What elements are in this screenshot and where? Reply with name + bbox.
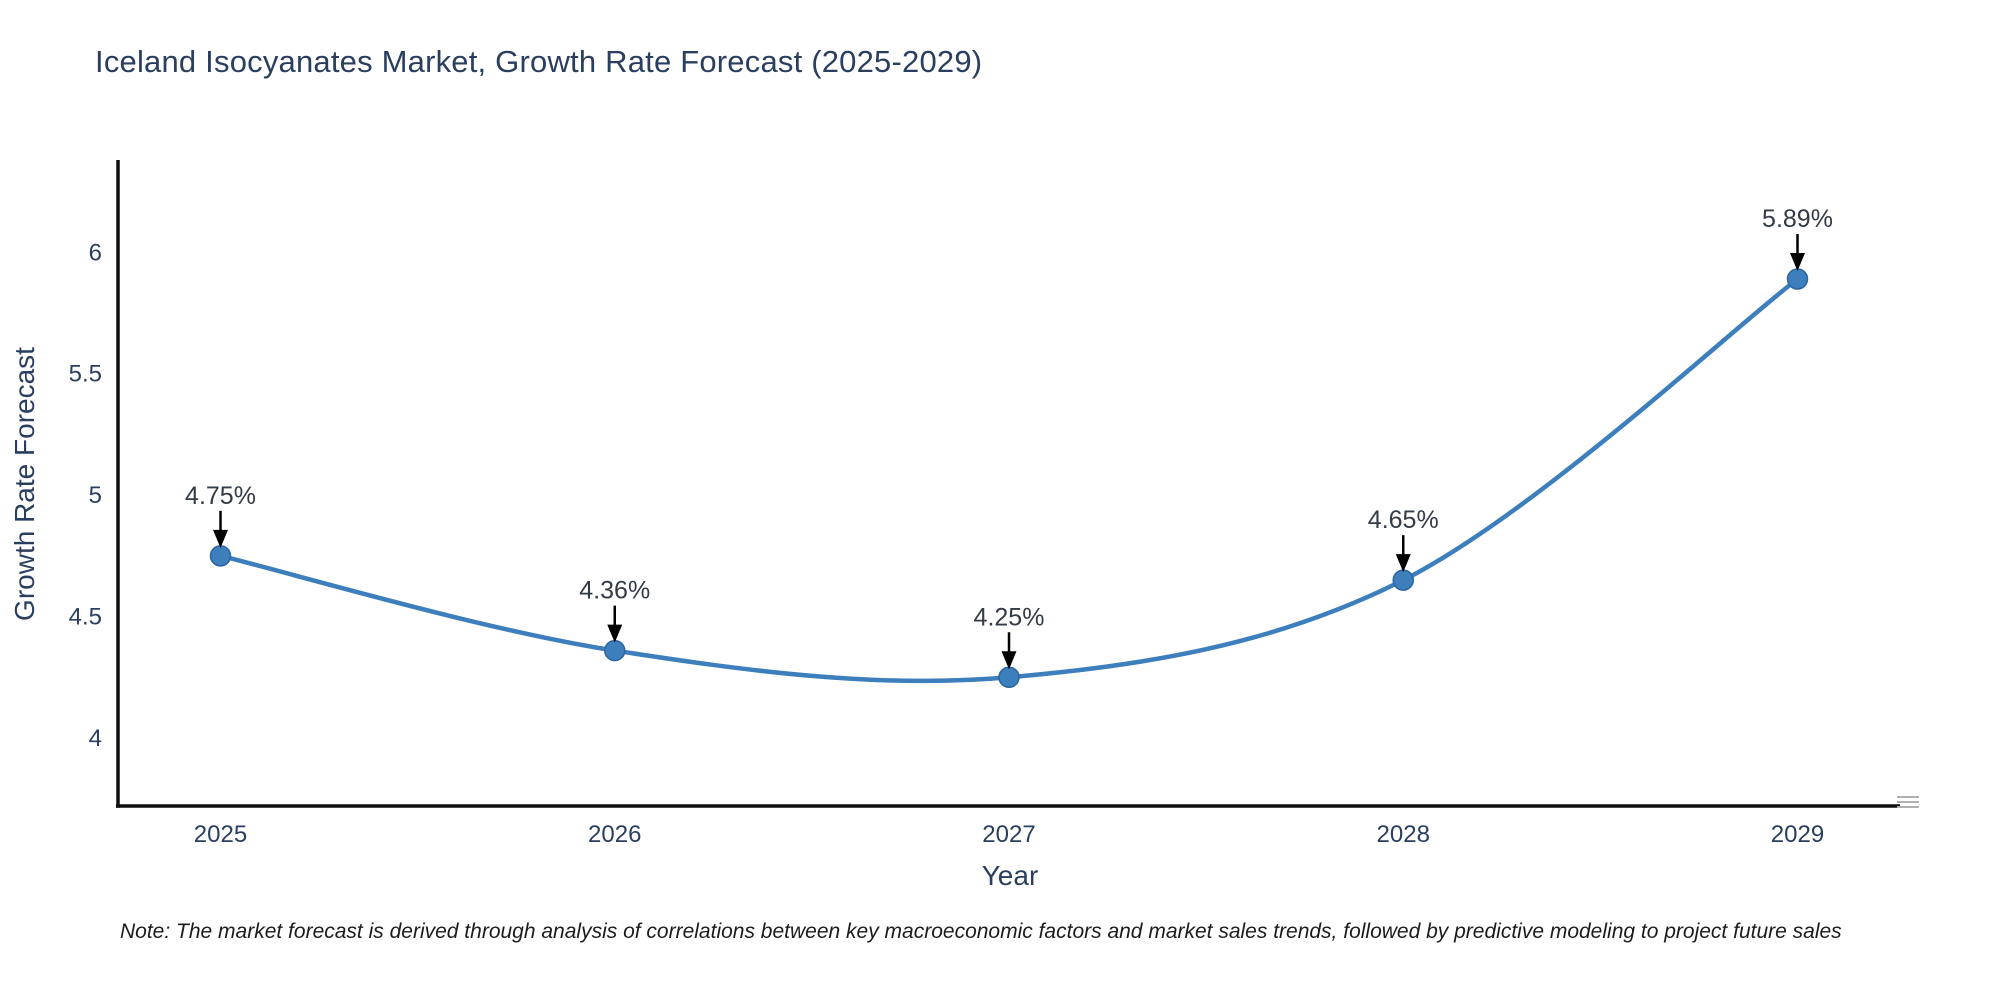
data-point-marker[interactable] xyxy=(998,666,1020,689)
data-point-marker[interactable] xyxy=(209,545,232,567)
data-point-label: 4.65% xyxy=(1368,506,1439,534)
data-point-label: 4.75% xyxy=(185,482,256,510)
x-tick-label: 2025 xyxy=(194,821,247,848)
x-tick-label: 2027 xyxy=(982,821,1035,848)
x-axis-title: Year xyxy=(981,860,1039,891)
x-tick-label: 2026 xyxy=(588,821,641,848)
fine-print-mark xyxy=(1897,793,1919,811)
data-point-label: 5.89% xyxy=(1762,205,1833,233)
y-tick-label: 5.5 xyxy=(69,361,102,388)
data-point-marker[interactable] xyxy=(604,639,626,662)
y-tick-label: 5 xyxy=(89,482,102,509)
chart-title: Iceland Isocyanates Market, Growth Rate … xyxy=(95,44,983,79)
y-axis-title: Growth Rate Forecast xyxy=(9,347,40,621)
annotation-arrow-head xyxy=(1001,651,1017,670)
y-tick-label: 4 xyxy=(89,725,102,752)
data-point-marker[interactable] xyxy=(1392,569,1414,591)
footnote: Note: The market forecast is derived thr… xyxy=(120,920,1842,943)
data-point-label: 4.25% xyxy=(974,603,1045,631)
y-tick-label: 4.5 xyxy=(69,604,102,631)
data-point-label: 4.36% xyxy=(579,577,650,605)
annotation-arrow-head xyxy=(607,624,623,643)
annotation-arrow-head xyxy=(213,529,229,548)
annotation-arrow-head xyxy=(1395,554,1411,573)
annotation-arrow-head xyxy=(1789,253,1805,271)
y-tick-label: 6 xyxy=(89,239,102,266)
data-point-marker[interactable] xyxy=(1786,268,1809,290)
x-tick-label: 2029 xyxy=(1771,821,1824,848)
x-tick-label: 2028 xyxy=(1377,821,1430,848)
